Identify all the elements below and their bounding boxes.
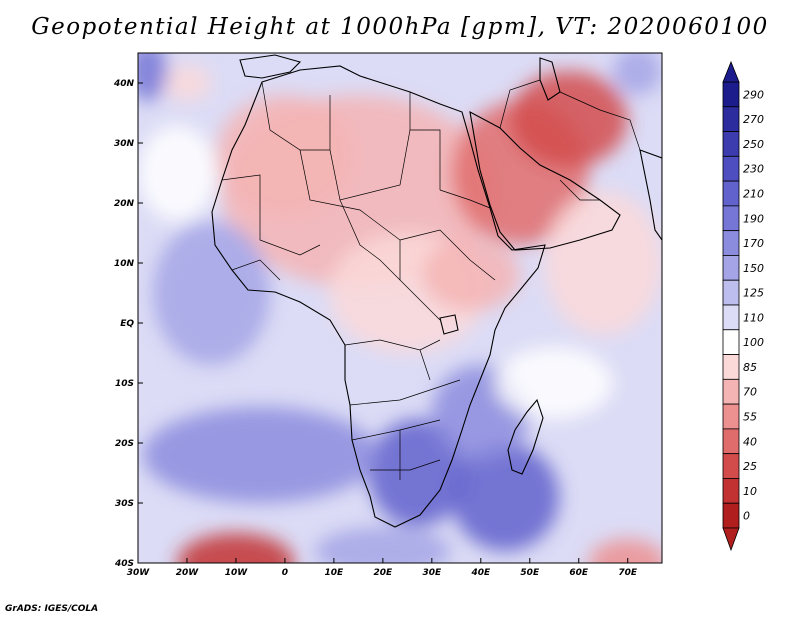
field-anomaly: [422, 239, 520, 311]
colorbar-swatch: [722, 478, 740, 504]
field-anomaly: [451, 443, 560, 551]
colorbar-level-label: 25: [743, 460, 757, 473]
colorbar-level-label: 230: [743, 163, 764, 176]
field-anomaly: [142, 407, 378, 503]
colorbar-level-label: 190: [743, 212, 764, 225]
field-anomaly: [510, 71, 628, 167]
x-tick-label: 20W: [176, 568, 200, 578]
y-tick-label: EQ: [120, 319, 134, 329]
field-anomaly: [314, 527, 452, 563]
colorbar-swatch: [722, 106, 740, 132]
colorbar-swatch: [722, 378, 740, 405]
y-tick-label: 30N: [114, 139, 135, 149]
field-anomaly: [368, 419, 467, 527]
colorbar-level-label: 125: [743, 287, 764, 300]
colorbar-level-label: 170: [743, 237, 764, 250]
map-title: Geopotential Height at 1000hPa [gpm], VT…: [31, 14, 769, 40]
colorbar-max-arrow: [722, 60, 740, 83]
coastlines: [211, 54, 662, 528]
colorbar-swatch: [722, 230, 740, 256]
colorbar-swatch: [722, 403, 740, 430]
arabia-coastline: [469, 110, 621, 251]
colorbar-swatch: [722, 304, 740, 331]
field-anomaly: [177, 533, 295, 563]
colorbar-level-label: 10: [743, 485, 757, 498]
contour-field: [138, 53, 662, 563]
y-tick-label: 30S: [115, 499, 134, 509]
x-tick-label: 40E: [470, 568, 491, 578]
colorbar-swatch: [722, 279, 740, 306]
colorbar-level-label: 0: [743, 510, 750, 523]
field-anomaly: [544, 191, 662, 335]
x-axis: 30W 20W 10W 0 10E 20E 30E 40E 50E 60E 70E: [127, 558, 638, 578]
colorbar-level-label: 55: [743, 411, 757, 424]
x-tick-label: 50E: [520, 568, 540, 578]
y-tick-label: 40S: [114, 559, 134, 569]
colorbar-swatch: [722, 329, 740, 355]
map-frame: [137, 52, 663, 564]
x-tick-label: 10W: [225, 568, 249, 578]
colorbar-swatch: [722, 155, 740, 182]
grads-credit: GrADS: IGES/COLA: [5, 604, 99, 614]
colorbar-level-label: 70: [743, 386, 757, 399]
india-coastline: [639, 149, 662, 241]
field-anomaly: [152, 221, 271, 365]
y-axis: 40N 30N 20N 10N EQ 10S 20S 30S 40S: [113, 79, 143, 569]
colorbar-swatch: [722, 180, 740, 207]
iberia-coastline: [239, 54, 302, 79]
colorbar-swatch: [722, 131, 740, 157]
colorbar-level-label: 290: [743, 88, 764, 101]
field-anomaly: [162, 65, 212, 101]
colorbar-swatch: [722, 428, 740, 455]
colorbar-level-label: 85: [743, 361, 757, 374]
x-tick-label: 70E: [618, 568, 638, 578]
field-anomaly: [588, 539, 662, 563]
y-tick-label: 10S: [115, 379, 134, 389]
field-anomaly: [138, 53, 168, 101]
colorbar-swatch: [722, 255, 740, 281]
colorbar-level-label: 210: [743, 188, 764, 201]
madagascar-coastline: [507, 398, 544, 475]
y-tick-label: 20S: [115, 439, 134, 449]
colorbar-swatch: [722, 453, 740, 479]
y-tick-label: 40N: [113, 79, 135, 89]
y-tick-label: 10N: [114, 259, 135, 269]
colorbar-level-label: 100: [743, 336, 764, 349]
colorbar-swatch: [722, 354, 740, 380]
colorbar-level-label: 150: [743, 262, 764, 275]
field-anomaly: [613, 53, 662, 95]
colorbar-level-label: 250: [743, 138, 764, 151]
colorbar-swatch: [722, 81, 740, 108]
x-tick-label: 30W: [127, 568, 151, 578]
colorbar-level-label: 110: [743, 311, 764, 324]
colorbar-min-arrow: [722, 527, 740, 552]
colorbar-level-label: 40: [743, 435, 757, 448]
colorbar-swatch: [722, 205, 740, 232]
field-anomaly: [495, 347, 614, 419]
x-tick-label: 60E: [569, 568, 589, 578]
africa-coastline: [211, 65, 546, 528]
colorbar: 2902702502302101901701501251101008570554…: [722, 60, 764, 552]
colorbar-swatch: [722, 502, 740, 529]
y-tick-label: 20N: [114, 199, 135, 209]
x-tick-label: 20E: [374, 568, 394, 578]
x-tick-label: 10E: [325, 568, 345, 578]
country-borders: [221, 79, 641, 480]
x-tick-label: 30E: [422, 568, 442, 578]
field-anomaly: [138, 125, 217, 221]
field-anomaly: [216, 95, 354, 215]
colorbar-level-label: 270: [743, 113, 764, 126]
x-tick-label: 0: [282, 568, 288, 578]
caspian-coastline: [539, 57, 561, 101]
lake-victoria: [439, 314, 459, 335]
